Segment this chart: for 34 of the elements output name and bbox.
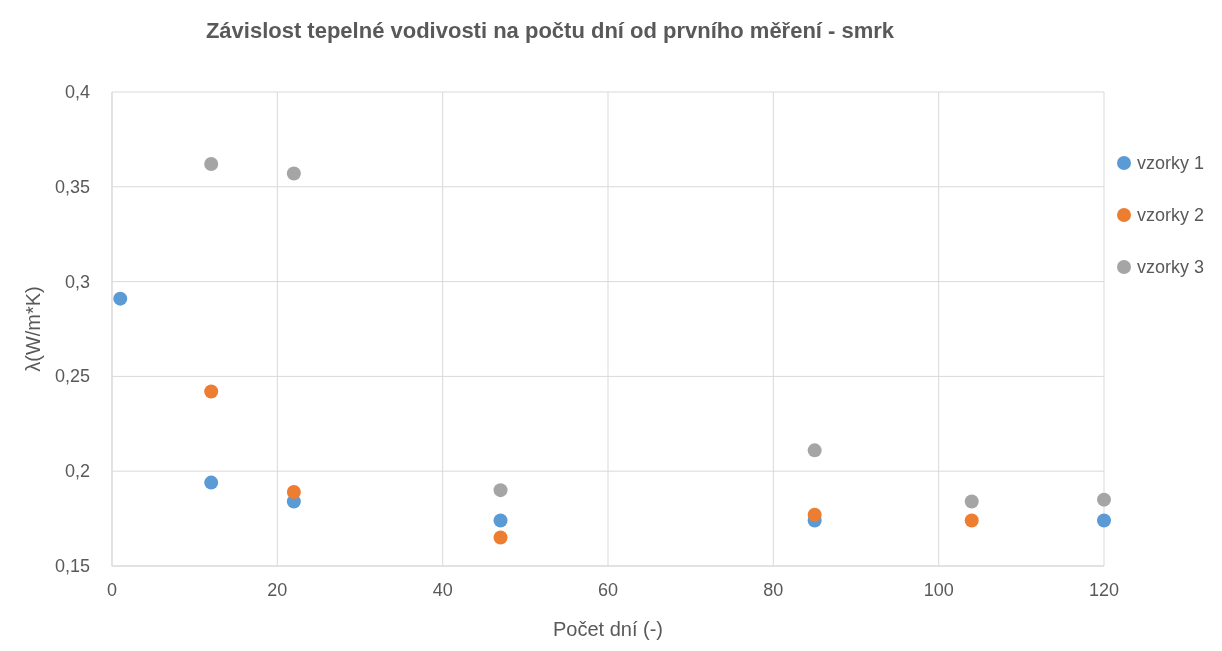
point bbox=[807, 507, 822, 522]
point bbox=[1097, 513, 1111, 528]
point bbox=[113, 291, 128, 306]
x-tick-label: 80 bbox=[763, 580, 784, 600]
y-tick-label: 0,2 bbox=[64, 461, 90, 482]
chart-title: Závislost tepelné vodivosti na počtu dní od prvního měření - smrk bbox=[205, 18, 895, 43]
x-tick-label: 100 bbox=[923, 580, 954, 600]
point bbox=[964, 513, 979, 528]
y-tick-label: 0,25 bbox=[54, 366, 90, 387]
point bbox=[493, 530, 508, 545]
y-tick-label: 0,4 bbox=[64, 82, 90, 102]
point bbox=[807, 443, 822, 458]
y-tick-label: 0,35 bbox=[54, 176, 90, 197]
point bbox=[286, 166, 301, 181]
point bbox=[204, 157, 219, 172]
x-axis-title: Počet dní (-) bbox=[552, 618, 664, 640]
y-axis-title: λ(W/m*K) bbox=[22, 286, 44, 372]
legend-label: vzorky 3 bbox=[1137, 257, 1205, 277]
legend-label: vzorky 2 bbox=[1137, 205, 1205, 225]
x-tick-label: 20 bbox=[267, 580, 288, 600]
y-tick-label: 0,15 bbox=[54, 556, 90, 576]
point bbox=[493, 483, 508, 498]
x-tick-label: 120 bbox=[1088, 580, 1120, 600]
y-tick-label: 0,3 bbox=[64, 271, 90, 292]
point bbox=[964, 494, 979, 509]
point bbox=[493, 513, 508, 528]
legend-label: vzorky 1 bbox=[1137, 153, 1205, 173]
x-tick-label: 60 bbox=[597, 580, 619, 600]
point bbox=[204, 384, 219, 399]
point bbox=[1097, 492, 1111, 507]
x-tick-label: 0 bbox=[106, 580, 118, 600]
x-tick-label: 40 bbox=[432, 580, 453, 600]
point bbox=[286, 485, 301, 500]
point bbox=[204, 475, 219, 490]
